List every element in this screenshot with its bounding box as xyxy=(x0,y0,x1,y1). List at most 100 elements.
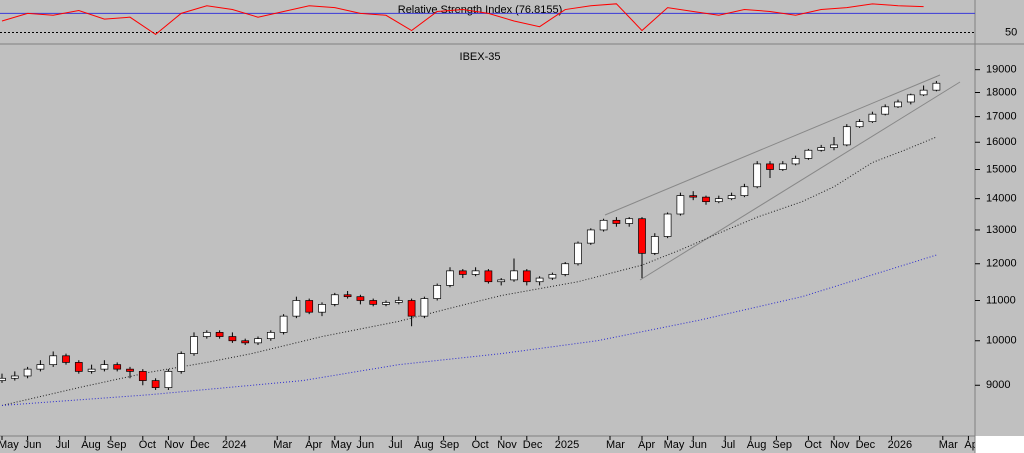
candle-body xyxy=(292,300,301,317)
candle-body xyxy=(10,375,19,379)
candle-body xyxy=(868,113,877,122)
candle-body xyxy=(100,364,109,370)
x-tick-label: Dec xyxy=(190,439,210,451)
candle-body xyxy=(0,377,6,381)
chart-title: IBEX-35 xyxy=(460,51,501,63)
candle-body xyxy=(650,236,659,254)
candle-body xyxy=(535,277,544,283)
x-tick-label: Aug xyxy=(81,439,101,451)
candle-body xyxy=(446,270,454,286)
y-tick-label: 11000 xyxy=(986,294,1016,306)
trend-line xyxy=(639,81,961,281)
candle-body xyxy=(778,163,787,170)
x-tick-label: Apr xyxy=(964,439,981,451)
candle-body xyxy=(190,336,198,354)
y-tick-label: 15000 xyxy=(986,163,1017,175)
x-tick-label: Jun xyxy=(356,439,374,451)
candle-body xyxy=(266,332,275,339)
x-tick-label: Dec xyxy=(856,439,876,451)
candle-body xyxy=(689,195,698,198)
x-tick-label: Apr xyxy=(305,439,322,451)
x-tick-label: Apr xyxy=(638,439,655,451)
candle-body xyxy=(855,121,864,128)
candle-body xyxy=(356,296,365,301)
candle-body xyxy=(497,279,506,283)
candle-body xyxy=(471,270,480,275)
candle-body xyxy=(305,300,314,313)
candle-body xyxy=(177,353,186,372)
y-tick-label: 17000 xyxy=(986,111,1017,123)
candle-body xyxy=(638,218,646,254)
candle-body xyxy=(433,285,442,299)
candle-body xyxy=(279,315,288,333)
candle-body xyxy=(625,218,634,224)
candle-body xyxy=(215,332,224,337)
candle-body xyxy=(458,270,467,275)
candle-body xyxy=(23,368,32,377)
candle-body xyxy=(113,364,122,370)
x-tick-label: Oct xyxy=(139,439,156,451)
x-tick-label: Jul xyxy=(388,439,402,451)
x-tick-label: 2024 xyxy=(222,439,246,451)
trend-line xyxy=(604,74,941,216)
x-tick-label: 2026 xyxy=(888,439,912,451)
candle-body xyxy=(522,270,531,283)
candle-body xyxy=(151,380,160,388)
candle-body xyxy=(702,196,710,203)
candle-body xyxy=(164,371,173,388)
x-tick-label: Aug xyxy=(414,439,434,451)
candle-body xyxy=(791,158,800,165)
x-tick-label: May xyxy=(664,439,685,451)
candle-body xyxy=(318,304,326,313)
candle-body xyxy=(407,300,416,317)
candle-body xyxy=(766,163,774,170)
y-tick-label: 12000 xyxy=(986,258,1017,270)
candle-body xyxy=(36,364,45,370)
candle-body xyxy=(586,229,595,244)
candle-body xyxy=(343,294,352,298)
candle-body xyxy=(932,82,941,91)
x-tick-label: Sep xyxy=(107,439,127,451)
candle-body xyxy=(74,362,83,372)
candle-body xyxy=(228,336,237,342)
candle-body xyxy=(740,186,749,196)
y-tick-label: 10000 xyxy=(986,335,1017,347)
candle-body xyxy=(369,300,378,305)
x-tick-label: Oct xyxy=(804,439,821,451)
x-tick-label: May xyxy=(0,439,19,451)
candle-body xyxy=(420,298,429,317)
candle-body xyxy=(881,106,890,115)
candle-body xyxy=(727,195,736,199)
candle-body xyxy=(753,163,762,188)
candle-body xyxy=(254,338,262,344)
x-tick-label: 2025 xyxy=(555,439,579,451)
candle-body xyxy=(906,94,915,103)
candle-body xyxy=(394,300,403,303)
candle-body xyxy=(62,355,70,363)
x-tick-label: Nov xyxy=(830,439,850,451)
x-tick-label: Sep xyxy=(772,439,792,451)
moving-average xyxy=(1,254,937,406)
y-tick-label: 19000 xyxy=(986,64,1017,76)
x-tick-label: Oct xyxy=(472,439,489,451)
candle-body xyxy=(138,371,147,381)
x-tick-label: Jun xyxy=(689,439,707,451)
candle-body xyxy=(330,294,339,305)
candle-body xyxy=(817,147,826,151)
moving-average xyxy=(1,136,937,406)
x-tick-label: Nov xyxy=(164,439,184,451)
candle-body xyxy=(663,213,672,237)
candle-body xyxy=(919,89,928,96)
y-tick-label: 14000 xyxy=(986,193,1017,205)
x-tick-label: Sep xyxy=(440,439,460,451)
candle-body xyxy=(894,101,902,108)
x-tick-label: Mar xyxy=(606,439,625,451)
x-tick-label: Aug xyxy=(747,439,767,451)
candle-body xyxy=(241,340,250,344)
y-tick-label: 9000 xyxy=(986,379,1010,391)
corner xyxy=(975,436,1024,453)
candle-body xyxy=(126,368,134,372)
y-tick-label: 16000 xyxy=(986,136,1017,148)
candle-body xyxy=(561,263,570,275)
